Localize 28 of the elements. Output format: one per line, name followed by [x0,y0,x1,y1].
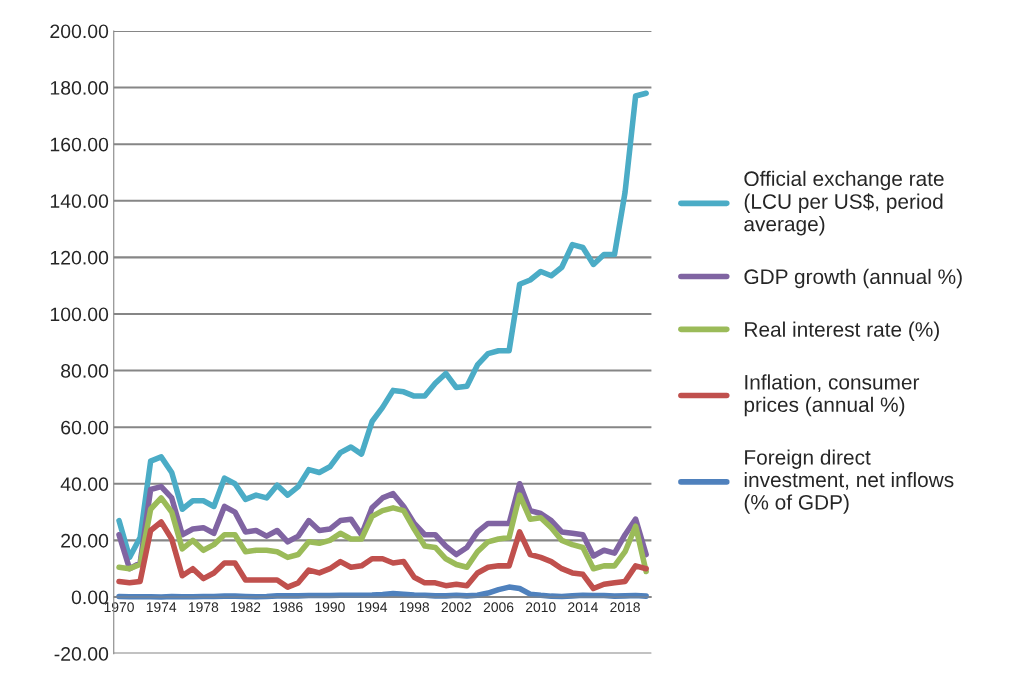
y-tick-label: 200.00 [50,24,109,39]
legend-label: Foreign direct investment, net inflows (% of GDP) [744,449,954,514]
legend-label: Inflation, consumer prices (annual %) [744,374,920,417]
x-tick-label: 1986 [273,602,303,613]
x-tick-label: 1994 [357,602,388,613]
y-tick-label: 60.00 [61,420,109,435]
y-tick-label: 100.00 [50,307,109,322]
y-tick-label: 180.00 [50,81,109,95]
x-tick-label: 1990 [315,602,345,613]
x-tick-label: 1974 [146,602,177,613]
x-tick-label: 1998 [399,602,430,613]
legend-label: GDP growth (annual %) [744,268,962,289]
x-tick-label: 2010 [525,602,556,613]
y-tick-label: -20.00 [54,647,109,661]
y-tick-label: 140.00 [50,194,109,209]
y-tick-label: 120.00 [50,250,109,265]
legend-label: Real interest rate (%) [745,321,939,341]
x-tick-label: 1978 [188,602,219,613]
y-tick-label: 160.00 [50,137,109,152]
x-tick-label: 2006 [483,602,514,613]
x-tick-label: 2014 [568,602,598,613]
y-tick-label: 20.00 [61,533,109,548]
y-tick-label: 80.00 [61,364,109,378]
y-tick-label: 40.00 [60,477,109,492]
x-tick-label: 1982 [231,602,261,613]
x-tick-label: 2018 [610,602,640,613]
x-tick-label: 2002 [441,602,472,613]
legend-label: Official exchange rate (LCU per US$, period average) [744,170,944,236]
